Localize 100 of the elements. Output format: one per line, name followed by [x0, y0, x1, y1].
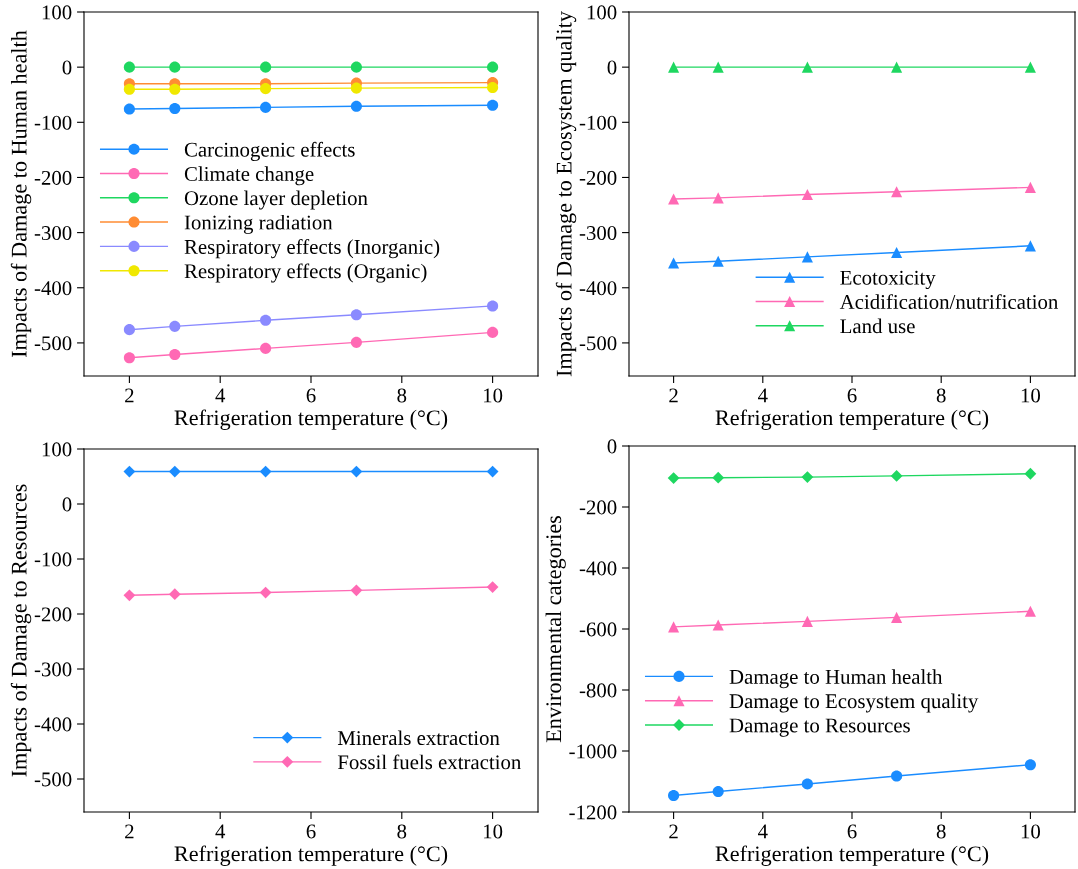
legend-label: Climate change [184, 166, 314, 186]
y-tick-label: -500 [34, 336, 72, 351]
point [1024, 759, 1036, 771]
x-tick-label: 8 [936, 824, 946, 839]
legend-label: Respiratory effects (Inorganic) [184, 239, 440, 259]
y-tick-label: -200 [34, 607, 72, 622]
x-tick-label: 8 [397, 388, 407, 403]
x-tick-label: 6 [847, 388, 857, 403]
point [487, 300, 499, 312]
point [891, 611, 903, 623]
point [891, 61, 903, 73]
y-tick-label: 0 [62, 497, 72, 512]
y-tick-label: 100 [42, 5, 72, 20]
point [168, 588, 181, 601]
y-tick-label: 0 [62, 60, 72, 75]
x-axis-title: Refrigeration temperature (°C) [715, 845, 989, 866]
y-tick-label: -400 [34, 281, 72, 296]
x-tick-label: 2 [125, 824, 134, 839]
y-tick-label: -300 [579, 225, 617, 241]
point [350, 61, 362, 73]
y-tick-label: -300 [34, 225, 72, 241]
y-tick-label: -100 [579, 115, 617, 130]
x-axis-title: Refrigeration temperature (°C) [715, 409, 989, 430]
point [350, 584, 363, 597]
x-tick-label: 2 [125, 388, 134, 403]
point [667, 472, 680, 484]
point [487, 82, 499, 94]
legend-label: Damage to Ecosystem quality [729, 693, 979, 713]
point [890, 470, 903, 482]
point [486, 581, 499, 593]
point [1024, 240, 1036, 252]
legend-label: Respiratory effects (Organic) [184, 263, 427, 283]
legend-label: Land use [840, 318, 915, 334]
point [260, 101, 272, 113]
y-tick-label: -400 [579, 561, 617, 576]
point [169, 348, 181, 361]
legend-label: Ozone layer depletion [184, 190, 368, 210]
y-axis-title: Impacts of Damage to Ecosystem quality [555, 11, 577, 377]
point [169, 102, 181, 115]
point [801, 778, 813, 790]
x-axis-title: Refrigeration temperature (°C) [174, 845, 448, 866]
point [168, 465, 181, 478]
y-tick-label: -1200 [569, 805, 617, 820]
point [123, 465, 136, 478]
y-tick-label: -100 [34, 115, 72, 130]
y-tick-label: -200 [579, 170, 617, 185]
point [260, 83, 272, 95]
y-tick-label: -600 [579, 622, 617, 637]
point [123, 83, 135, 95]
y-tick-label: -1000 [569, 744, 617, 759]
x-tick-label: 6 [847, 824, 857, 839]
y-tick-label: 0 [607, 439, 617, 454]
point [668, 193, 680, 205]
legend-label: Fossil fuels extraction [337, 754, 522, 770]
x-tick-label: 4 [215, 824, 226, 839]
point [259, 586, 272, 599]
x-tick-label: 6 [306, 388, 316, 403]
y-tick-label: -400 [34, 717, 72, 732]
point [350, 309, 362, 321]
point [169, 320, 181, 332]
point [123, 103, 135, 115]
point [891, 246, 903, 259]
y-tick-label: 100 [587, 5, 617, 20]
x-tick-label: 10 [484, 388, 503, 403]
x-tick-label: 10 [1021, 824, 1041, 839]
y-tick-label: 0 [607, 60, 617, 75]
point [712, 255, 724, 267]
x-tick-label: 4 [215, 388, 226, 403]
point [350, 100, 362, 112]
legend-label: Minerals extraction [337, 730, 500, 746]
point [1024, 605, 1036, 617]
point [487, 61, 499, 73]
point [123, 61, 135, 73]
y-axis-title: Environmental categories [545, 515, 566, 743]
legend-label: Acidification/nutrification [839, 294, 1059, 310]
y-tick-label: -100 [34, 552, 72, 567]
point [891, 186, 903, 198]
point [260, 314, 272, 326]
point [668, 789, 680, 802]
point [350, 465, 363, 478]
point [668, 621, 680, 633]
x-tick-label: 4 [758, 388, 768, 403]
y-tick-label: -500 [579, 336, 617, 351]
point [350, 336, 362, 348]
y-tick-label: -400 [579, 281, 617, 296]
point [891, 770, 903, 782]
point [487, 326, 499, 338]
x-tick-label: 8 [936, 388, 946, 403]
point [259, 465, 272, 478]
point [712, 61, 724, 73]
point [123, 589, 136, 602]
legend-label: Ecotoxicity [840, 270, 936, 290]
x-axis-title: Refrigeration temperature (°C) [174, 409, 448, 430]
legend-label: Damage to Resources [729, 718, 910, 737]
x-tick-label: 10 [484, 824, 503, 839]
point [1024, 181, 1036, 193]
x-tick-label: 6 [306, 824, 316, 839]
point [801, 61, 813, 73]
y-tick-label: -200 [34, 170, 72, 185]
y-tick-label: -800 [579, 683, 617, 698]
